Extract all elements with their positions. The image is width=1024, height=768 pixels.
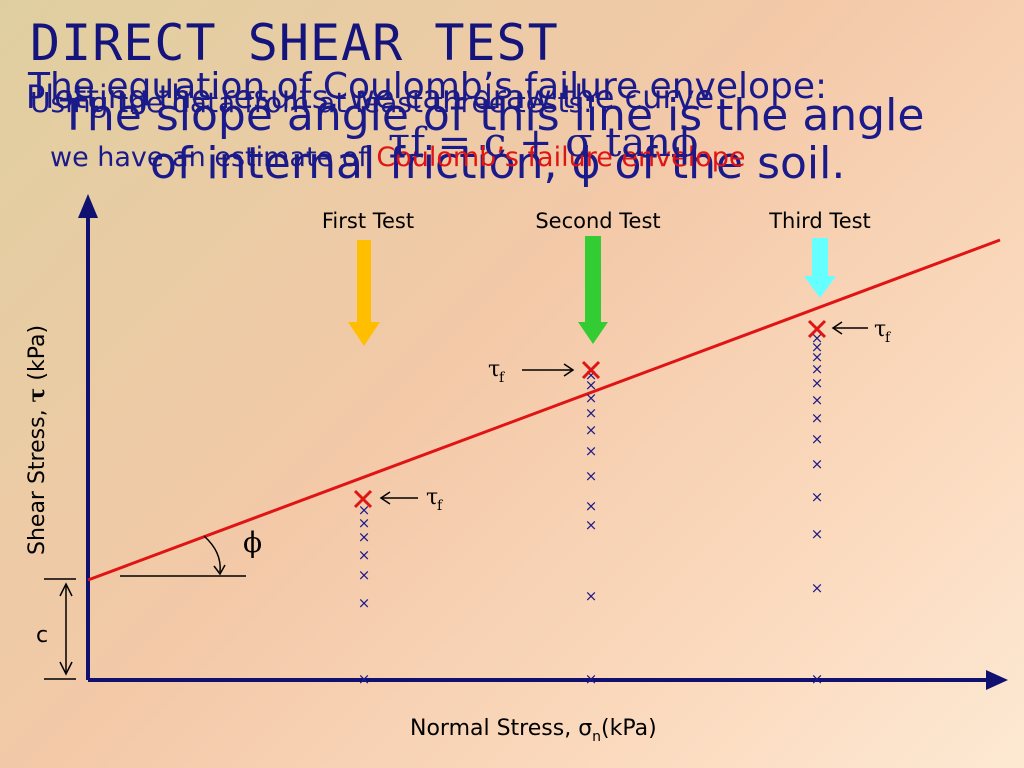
stress-marker: × [585, 366, 598, 384]
overlay-text-3: Using the data from at least three tests… [30, 86, 593, 119]
second-test-markers: × × × × × × × × × × × [585, 366, 598, 688]
overlay-text-2: Plotting the results, we can draw the cu… [26, 78, 715, 116]
stress-marker: × [811, 455, 824, 473]
overlay-text-5: of internal friction, ϕ of the soil. [150, 138, 846, 189]
phi-arc-arrow [213, 564, 226, 576]
svg-text:f: f [499, 370, 506, 386]
svg-text:τ: τ [488, 357, 500, 382]
first-test-arrow [348, 240, 380, 346]
x-axis-arrowhead [986, 670, 1008, 690]
estimate-highlight: Coulomb’s failure envelope [376, 142, 746, 173]
svg-text:f: f [885, 330, 892, 346]
third-test-markers: × × × × × × × × × × × × × [811, 329, 824, 688]
stress-marker: × [585, 404, 598, 422]
stress-marker: × [358, 566, 371, 584]
phi-label: ϕ [243, 526, 262, 559]
stress-marker: × [358, 514, 371, 532]
tau-f-second: τ f [488, 357, 575, 386]
second-test-arrow [578, 236, 608, 344]
third-test-arrow [804, 238, 836, 298]
stress-marker: × [811, 430, 824, 448]
tau-f-first: τ f [379, 485, 444, 514]
svg-text:τ: τ [874, 317, 886, 342]
cohesion-arrow-up [59, 582, 73, 597]
stress-marker: × [585, 421, 598, 439]
stress-marker: × [358, 594, 371, 612]
overlay-text-4: The slope angle of this line is the angl… [60, 90, 925, 141]
second-test-label: Second Test [535, 209, 660, 233]
stress-marker: × [358, 546, 371, 564]
third-test-label: Third Test [768, 209, 871, 233]
svg-text:f: f [437, 498, 444, 514]
stress-marker: × [585, 516, 598, 534]
stress-marker: × [811, 488, 824, 506]
slide-title: DIRECT SHEAR TEST [30, 14, 559, 72]
stress-marker: × [811, 409, 824, 427]
stress-marker: × [811, 525, 824, 543]
phi-arc [203, 535, 221, 573]
coulomb-equation: τf = c + σ tanϕ [388, 120, 699, 166]
stress-marker: × [811, 338, 824, 356]
stress-marker: × [811, 579, 824, 597]
stress-marker: × [358, 501, 371, 519]
svg-text:τ: τ [426, 485, 438, 510]
cohesion-arrow-down [59, 661, 73, 676]
stress-marker: × [585, 376, 598, 394]
tau-f-third: τ f [831, 317, 892, 346]
stress-marker: × [811, 391, 824, 409]
stress-marker: × [585, 670, 598, 688]
stress-marker: × [358, 670, 371, 688]
x-axis-label: Normal Stress, σn(kPa) [410, 716, 657, 745]
stress-marker: × [811, 374, 824, 392]
stress-marker: × [811, 360, 824, 378]
failure-envelope-line [87, 238, 1001, 582]
stress-marker: × [585, 497, 598, 515]
stress-marker: × [585, 442, 598, 460]
stress-marker: × [585, 587, 598, 605]
stress-marker: × [585, 389, 598, 407]
second-failure-point [581, 360, 601, 380]
failure-points [353, 319, 827, 509]
stress-marker: × [358, 528, 371, 546]
cohesion-label: c [36, 623, 48, 648]
y-axis-arrowhead [78, 194, 98, 218]
estimate-text: we have an estimate of Coulomb’s failure… [50, 142, 746, 173]
third-failure-point [807, 319, 827, 339]
stress-marker: × [811, 348, 824, 366]
overlay-text-1: The equation of Coulomb’s failure envelo… [28, 66, 828, 107]
first-failure-point [353, 489, 373, 509]
first-test-markers: × × × × × × × [358, 501, 371, 688]
estimate-prefix: we have an estimate of [50, 142, 377, 173]
y-axis-label: Shear Stress, τ (kPa) [24, 325, 50, 555]
stress-marker: × [585, 467, 598, 485]
stress-marker: × [811, 670, 824, 688]
first-test-label: First Test [322, 209, 414, 233]
